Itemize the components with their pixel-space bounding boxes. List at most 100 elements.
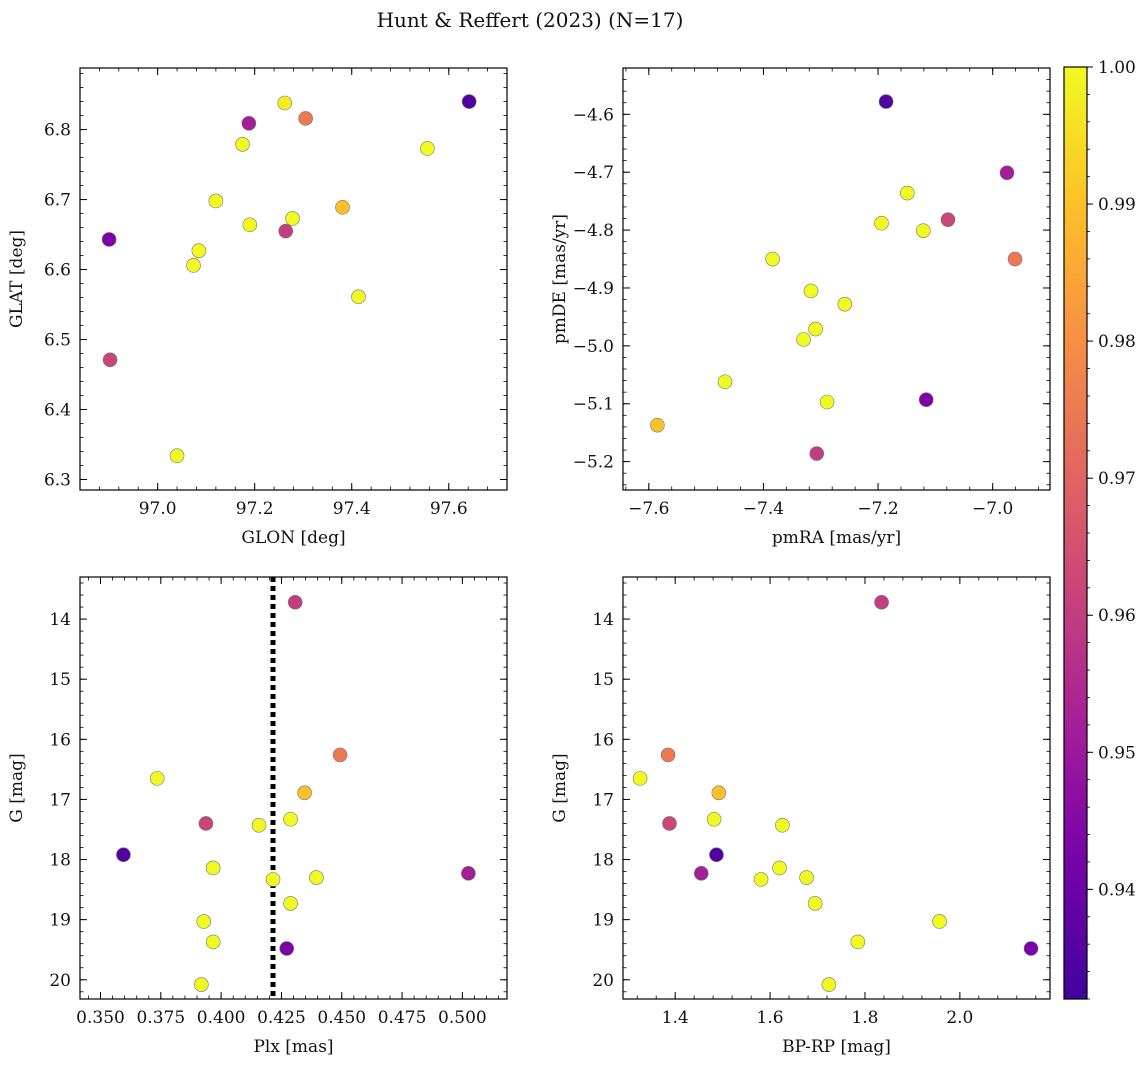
colorbar-tick-label: 1.00 xyxy=(1098,58,1136,78)
data-point xyxy=(102,352,118,368)
data-point xyxy=(660,747,676,763)
data-point xyxy=(251,817,267,833)
x-tick-label: 97.6 xyxy=(430,499,468,519)
x-axis-label: BP-RP [mag] xyxy=(782,1037,891,1057)
data-point xyxy=(241,115,257,131)
data-point xyxy=(753,872,769,887)
y-tick-label: −4.8 xyxy=(573,221,614,241)
data-point xyxy=(711,785,727,801)
data-point xyxy=(297,785,312,801)
data-point xyxy=(874,594,889,610)
data-point xyxy=(205,860,221,876)
colorbar-tick-label: 0.96 xyxy=(1098,606,1136,626)
x-axis-label: pmRA [mas/yr] xyxy=(772,528,901,548)
data-point xyxy=(194,977,209,992)
data-point xyxy=(775,817,790,833)
data-point xyxy=(116,847,131,863)
data-point xyxy=(850,934,866,950)
data-point xyxy=(717,374,733,390)
data-point xyxy=(191,243,207,258)
y-tick-label: −5.0 xyxy=(573,337,614,357)
x-axis-label: GLON [deg] xyxy=(241,528,345,548)
y-tick-label: 17 xyxy=(49,790,71,810)
y-tick-label: 6.6 xyxy=(44,261,71,281)
y-tick-label: 19 xyxy=(592,911,614,931)
data-point xyxy=(650,417,665,433)
y-axis-label: G [mag] xyxy=(550,753,570,822)
x-tick-label: 0.375 xyxy=(136,1008,185,1028)
panel-bprp-g: 1.4 1.6 1.8 2.0 14 15 16 17 18 19 20 BP-RP [mag] G [… xyxy=(550,576,1051,1057)
colorbar-tick-label: 0.97 xyxy=(1098,469,1136,489)
data-point xyxy=(351,289,366,305)
data-point xyxy=(1007,251,1023,267)
data-point xyxy=(198,816,214,831)
figure-title: Hunt & Reffert (2023) (N=17) xyxy=(377,8,684,32)
data-point xyxy=(235,136,250,152)
data-point xyxy=(693,866,709,881)
data-point xyxy=(807,896,823,911)
x-tick-label: 1.6 xyxy=(757,1008,784,1028)
data-point xyxy=(819,394,835,410)
data-point xyxy=(809,446,825,461)
y-tick-label: 18 xyxy=(49,851,71,871)
data-point xyxy=(279,941,295,956)
x-tick-label: 2.0 xyxy=(946,1008,973,1028)
y-tick-label: 14 xyxy=(49,610,71,630)
data-point xyxy=(285,211,300,226)
data-point xyxy=(796,332,811,347)
plot-frame xyxy=(79,576,508,1000)
y-axis-label: GLAT [deg] xyxy=(7,230,27,328)
data-point xyxy=(662,816,677,831)
y-tick-label: −4.6 xyxy=(573,105,614,125)
y-tick-label: 6.5 xyxy=(44,331,71,351)
y-tick-label: 6.7 xyxy=(44,191,71,211)
colorbar-tick-label: 0.95 xyxy=(1098,743,1136,763)
data-point xyxy=(265,872,281,887)
y-tick-label: 20 xyxy=(592,971,614,991)
y-tick-label: 18 xyxy=(592,851,614,871)
data-point xyxy=(899,185,915,201)
x-tick-label: 0.400 xyxy=(197,1008,246,1028)
colorbar: 0.94 0.95 0.96 0.97 0.98 0.99 1.00 xyxy=(1063,58,1136,1000)
y-tick-label: 6.3 xyxy=(44,471,71,491)
y-tick-label: 20 xyxy=(49,971,71,991)
data-point xyxy=(101,232,117,247)
data-point xyxy=(803,283,819,299)
data-point xyxy=(298,111,313,126)
x-tick-label: −7.6 xyxy=(628,499,669,519)
y-tick-label: 16 xyxy=(592,730,614,750)
x-tick-label: 0.350 xyxy=(76,1008,125,1028)
plot-frame xyxy=(79,67,508,491)
data-point xyxy=(874,215,889,231)
data-point xyxy=(208,193,224,209)
data-point xyxy=(278,223,294,239)
panel-pmra-pmde: −7.6 −7.4 −7.2 −7.0 −5.2 −5.1 −5.0 −4.9 −4.8 −4.7… xyxy=(550,67,1051,548)
x-tick-label: 0.475 xyxy=(378,1008,427,1028)
x-tick-label: −7.0 xyxy=(972,499,1013,519)
data-point xyxy=(461,94,477,109)
data-point xyxy=(169,448,185,464)
data-point xyxy=(932,914,947,929)
plot-frame xyxy=(622,576,1051,1000)
data-point xyxy=(287,594,303,610)
data-point xyxy=(335,199,350,215)
x-tick-label: 97.0 xyxy=(139,499,177,519)
x-tick-label: 97.4 xyxy=(333,499,371,519)
data-point xyxy=(277,95,293,111)
x-tick-label: 97.2 xyxy=(236,499,274,519)
y-tick-label: 15 xyxy=(592,670,614,690)
x-tick-label: 0.450 xyxy=(317,1008,366,1028)
x-tick-label: 0.425 xyxy=(257,1008,306,1028)
data-point xyxy=(332,747,348,763)
y-tick-label: 6.4 xyxy=(44,401,71,421)
data-point xyxy=(283,896,298,911)
data-point xyxy=(916,223,931,238)
x-tick-label: 1.8 xyxy=(851,1008,878,1028)
data-point xyxy=(205,934,221,950)
y-axis-label: G [mag] xyxy=(7,753,27,822)
data-point xyxy=(461,866,476,881)
data-point xyxy=(149,771,165,786)
data-point xyxy=(309,870,324,885)
y-axis-label: pmDE [mas/yr] xyxy=(550,214,570,344)
